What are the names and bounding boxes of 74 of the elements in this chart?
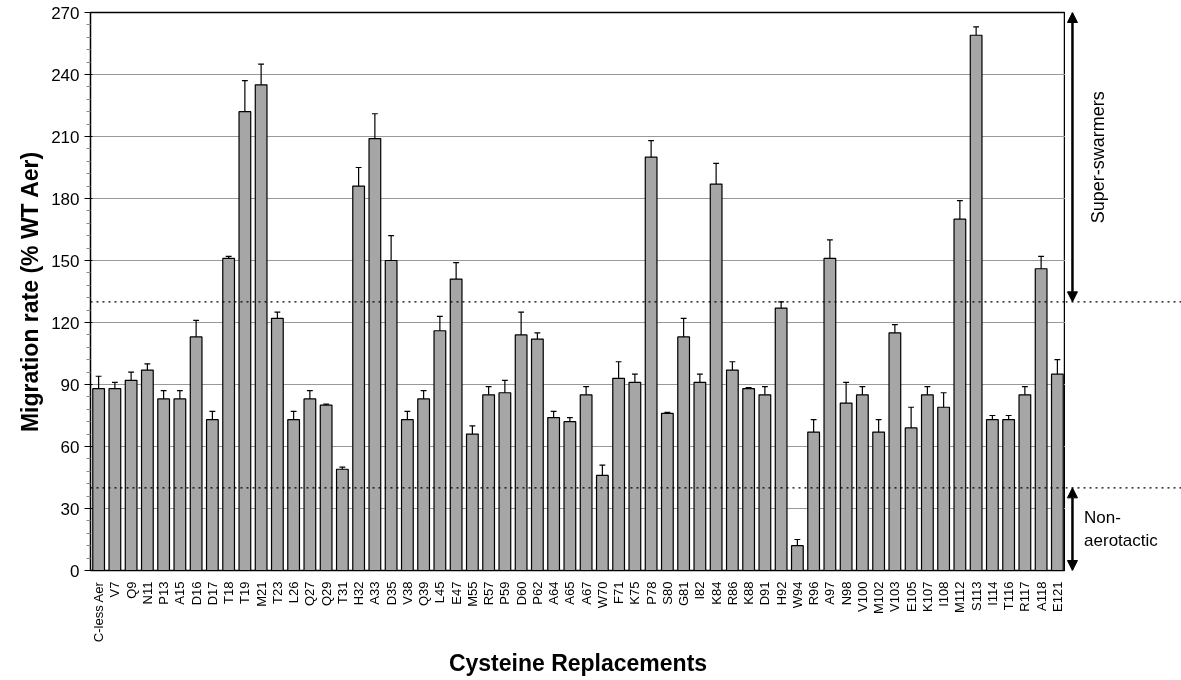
x-tick-label: I82 — [692, 581, 708, 600]
x-tick-label: A97 — [822, 581, 838, 605]
x-tick-label: T19 — [237, 581, 253, 604]
x-tick-label: R117 — [1017, 581, 1033, 612]
text: Non-aerotactic — [1084, 508, 1159, 551]
x-tick-label: V103 — [887, 581, 903, 612]
y-tick-label: 60 — [60, 437, 80, 457]
x-tick-label: A15 — [172, 581, 188, 605]
x-tick-label: K88 — [741, 581, 757, 605]
x-tick-label: H32 — [351, 581, 367, 606]
x-tick-label: K107 — [919, 581, 935, 612]
x-tick-label: W70 — [594, 581, 610, 609]
x-tick-label: M55 — [464, 581, 480, 607]
x-tick-label: P13 — [156, 581, 172, 605]
y-tick-label: 120 — [51, 313, 80, 333]
x-tick-label: K75 — [627, 581, 643, 605]
x-tick-label: Q9 — [123, 581, 139, 599]
x-tick-label: R86 — [724, 581, 740, 606]
x-tick-label: C-less Aer — [91, 581, 107, 643]
x-tick-label: R57 — [481, 581, 497, 606]
x-tick-label: Q27 — [302, 581, 318, 607]
x-tick-label: N98 — [838, 581, 854, 606]
x-tick-label: T23 — [269, 581, 285, 604]
x-tick-label: H92 — [773, 581, 789, 606]
x-tick-label: D17 — [204, 581, 220, 606]
x-tick-label: M112 — [952, 581, 968, 614]
x-tick-label: N11 — [139, 581, 155, 605]
x-tick-label: S80 — [659, 581, 675, 605]
x-tick-label: E121 — [1049, 581, 1065, 612]
y-tick-label: 210 — [51, 127, 80, 147]
x-axis-title: Cysteine Replacements — [448, 650, 708, 677]
x-tick-label: P78 — [643, 581, 659, 605]
x-tick-label: R96 — [806, 581, 822, 606]
x-tick-label: E105 — [903, 581, 919, 612]
x-tick-label: P62 — [529, 581, 545, 605]
x-tick-label: M102 — [871, 581, 887, 615]
y-tick-label: 270 — [51, 3, 80, 23]
x-tick-label: P59 — [497, 581, 513, 605]
x-tick-label: A118 — [1033, 581, 1049, 611]
x-tick-label: A33 — [367, 581, 383, 605]
x-tick-label: V100 — [854, 581, 870, 612]
x-tick-label: Q29 — [318, 581, 334, 607]
x-tick-label: I108 — [936, 581, 952, 607]
x-tick-label: S113 — [968, 581, 984, 611]
y-tick-label: 180 — [51, 189, 80, 209]
x-tick-label: K84 — [708, 581, 724, 605]
x-tick-label: D60 — [513, 581, 529, 606]
x-tick-label: A67 — [578, 581, 594, 605]
y-tick-label: 150 — [51, 251, 80, 271]
y-tick-label: 30 — [60, 499, 80, 519]
y-tick-label: 0 — [70, 561, 80, 581]
x-tick-label: A64 — [546, 581, 562, 605]
x-tick-label: M21 — [253, 581, 269, 607]
x-tick-label: V7 — [107, 581, 123, 598]
x-tick-label: E47 — [448, 581, 464, 605]
y-tick-label: 240 — [51, 65, 80, 85]
x-tick-label: L45 — [432, 581, 448, 604]
x-tick-label: T18 — [221, 581, 237, 604]
text: Super-swarmers — [1087, 91, 1108, 224]
x-tick-label: F71 — [611, 581, 627, 604]
x-tick-label: T31 — [334, 581, 350, 604]
y-tick-label: 90 — [60, 375, 80, 395]
x-tick-label: D35 — [383, 581, 399, 606]
x-tick-label: V38 — [399, 581, 415, 605]
x-tick-label: T116 — [1001, 581, 1017, 611]
x-tick-label: I114 — [984, 581, 1000, 606]
y-axis-title: Migration rate (% WT Aer) — [17, 151, 44, 433]
x-tick-label: A65 — [562, 581, 578, 605]
x-tick-label: G81 — [676, 581, 692, 607]
x-tick-label: D91 — [757, 581, 773, 606]
x-tick-label: W94 — [789, 581, 805, 609]
x-tick-label: L26 — [286, 581, 302, 604]
x-tick-label: D16 — [188, 581, 204, 606]
x-tick-label: Q39 — [416, 581, 432, 607]
